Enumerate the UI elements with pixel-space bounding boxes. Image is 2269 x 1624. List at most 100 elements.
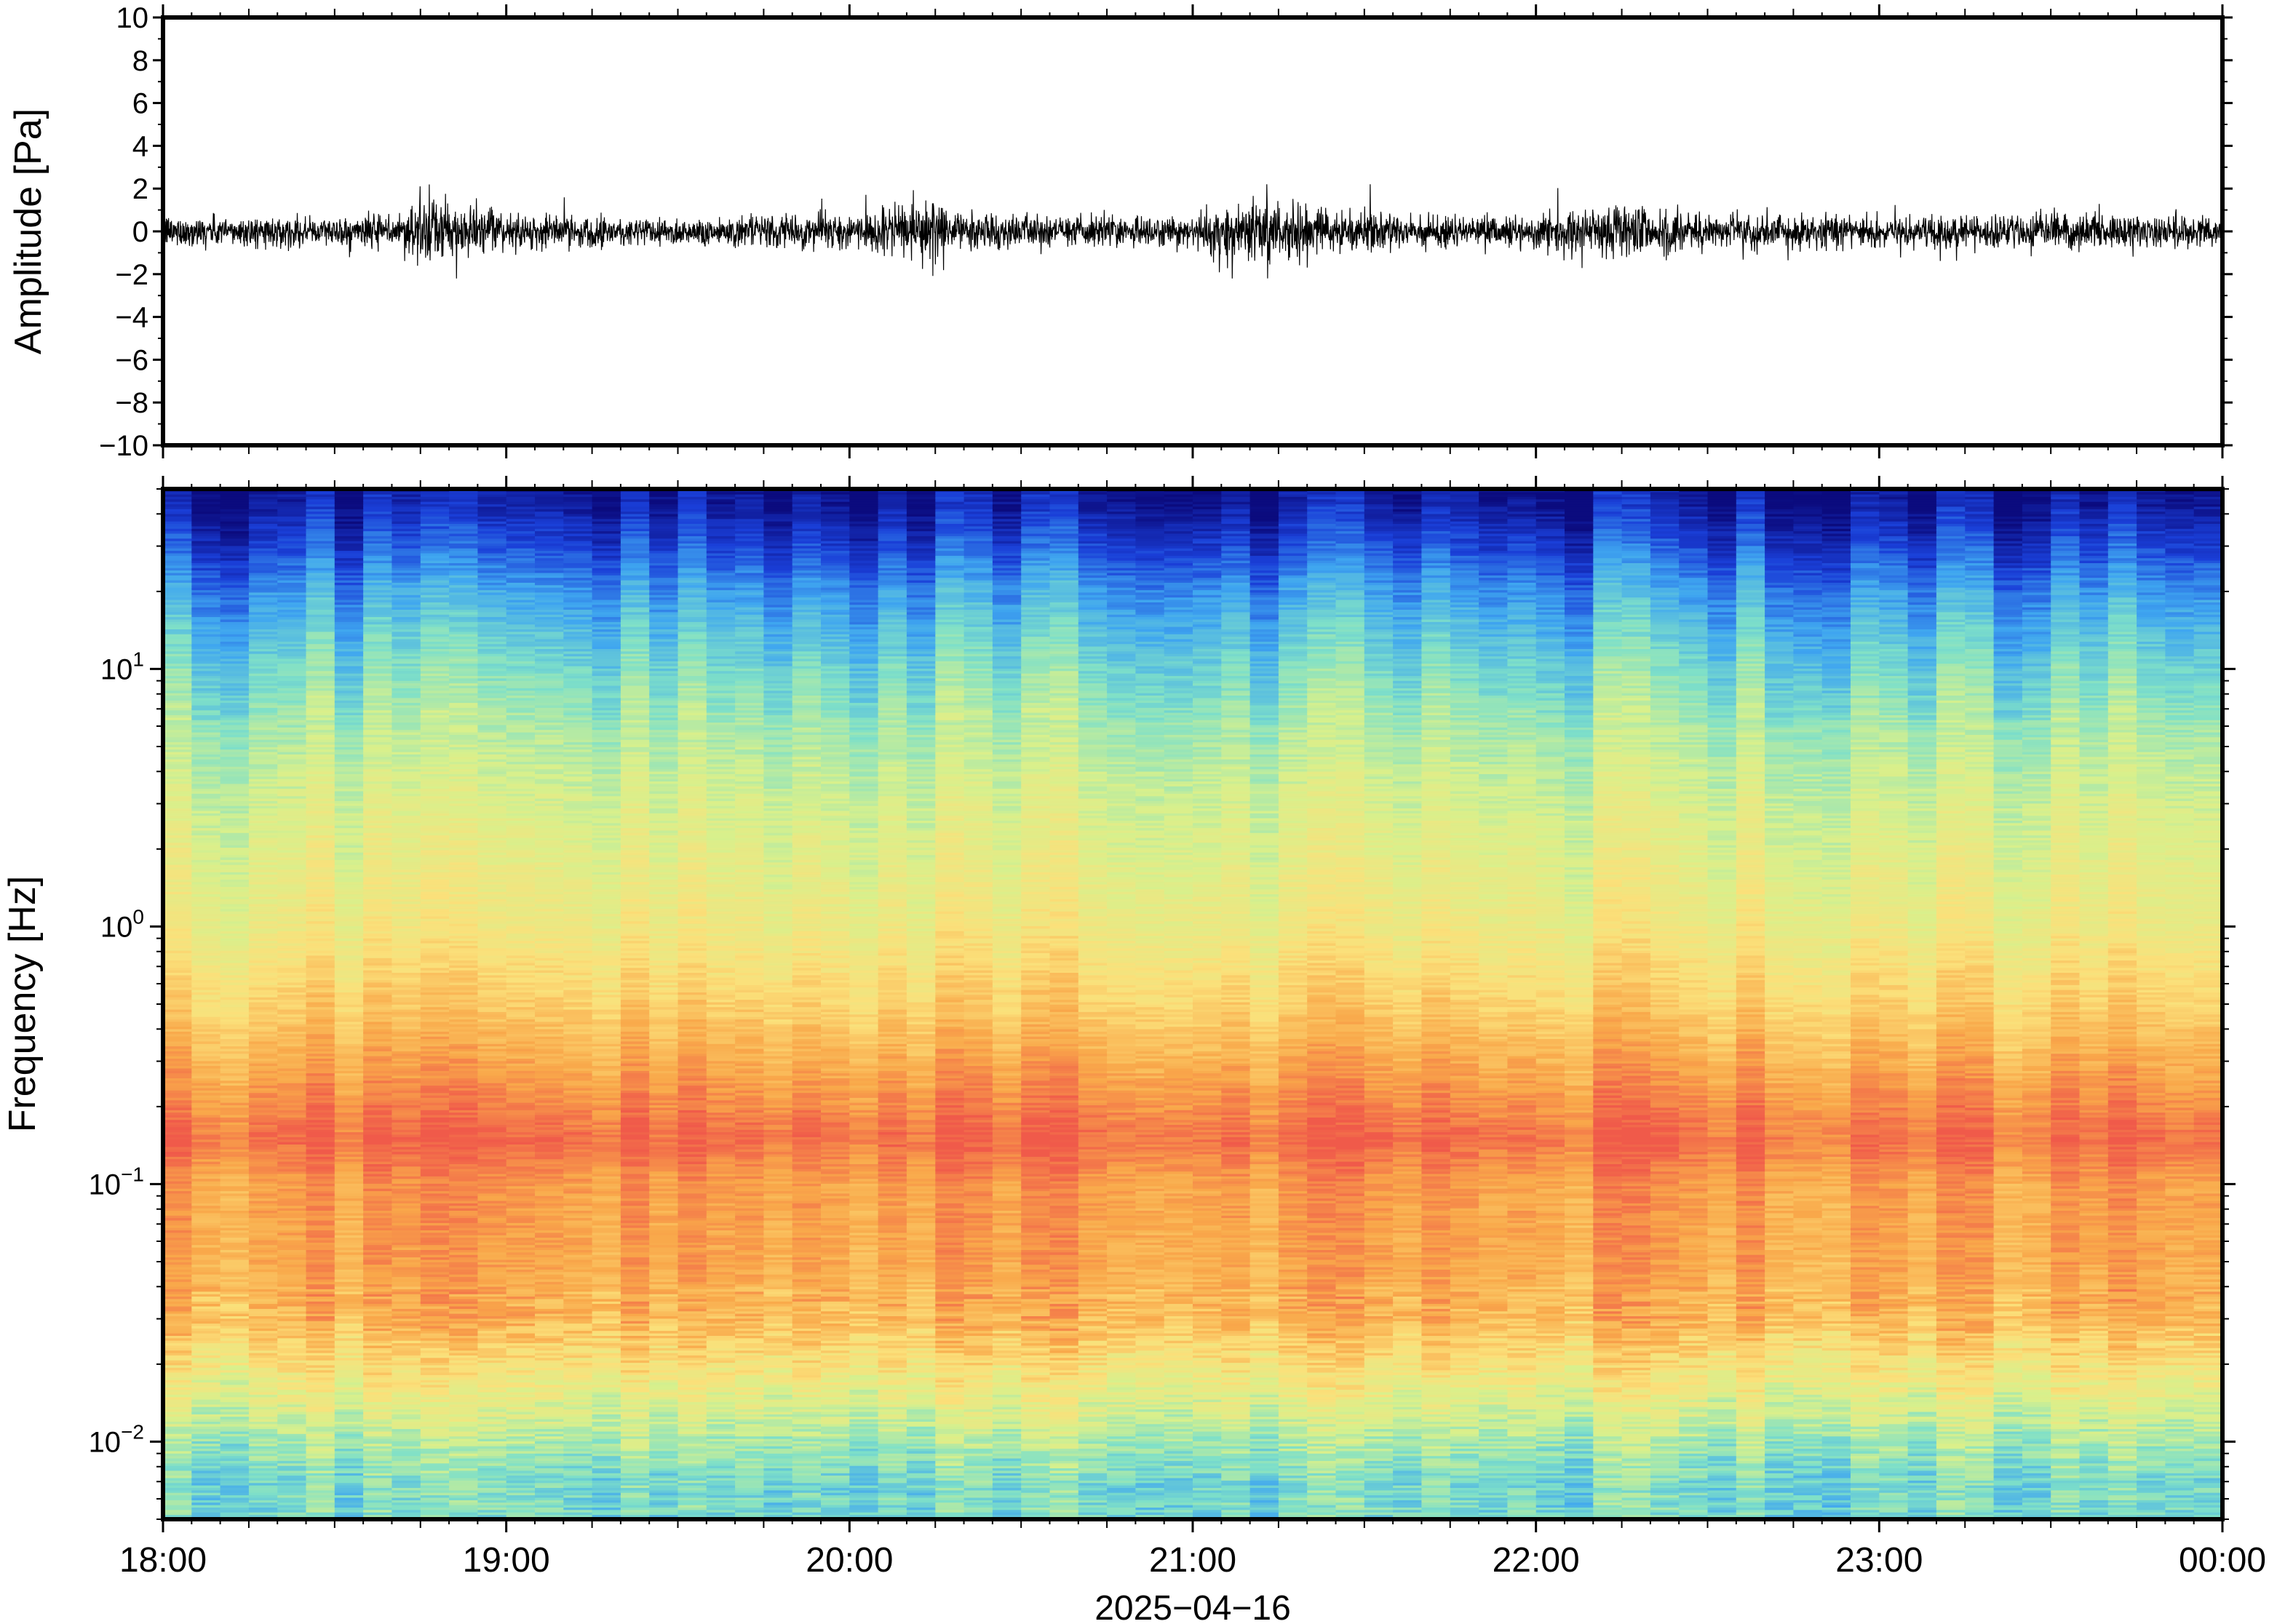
spectrogram-cell: [1907, 1416, 1937, 1420]
spectrogram-cell: [1765, 1507, 1795, 1510]
spectrogram-cell: [1993, 1438, 2023, 1441]
spectrogram-cell: [706, 1465, 736, 1468]
spectrogram-cell: [191, 1489, 221, 1493]
spectrogram-cell: [906, 1462, 936, 1466]
spectrogram-cell: [2137, 1460, 2166, 1464]
spectrogram-cell: [1765, 1480, 1795, 1484]
spectrogram-cell: [220, 1489, 250, 1493]
spectrogram-cell: [792, 1436, 822, 1439]
spectrogram-cell: [363, 1411, 393, 1414]
spectrogram-cell: [1565, 1436, 1594, 1439]
spectrogram-cell: [2193, 1487, 2222, 1491]
spectrogram-cell: [1621, 1511, 1651, 1516]
spectrogram-cell: [1907, 1475, 1937, 1478]
spectrogram-cell: [1993, 1433, 2023, 1437]
spectrogram-cell: [1707, 1421, 1737, 1425]
spectrogram-cell: [1936, 1418, 1966, 1422]
spectrogram-cell: [878, 1455, 907, 1459]
spectrogram-cell: [1851, 1445, 1880, 1449]
spectrogram-cell: [821, 1453, 851, 1457]
spectrogram-cell: [963, 1428, 993, 1432]
spectrogram-cell: [2137, 1507, 2166, 1510]
spectrogram-cell: [363, 1470, 393, 1473]
spectrogram-cell: [849, 1450, 879, 1454]
spectrogram-cell: [1707, 1414, 1737, 1417]
spectrogram-cell: [649, 1468, 679, 1471]
spectrogram-cell: [1307, 1450, 1337, 1454]
spectrogram-cell: [334, 1409, 364, 1412]
spectrogram-cell: [277, 1484, 307, 1488]
spectrogram-cell: [1164, 1477, 1193, 1481]
spectrogram-cell: [392, 1414, 421, 1417]
spectrogram-cell: [248, 1468, 278, 1471]
spectrogram-cell: [1307, 1511, 1337, 1516]
spectrogram-cell: [1107, 1445, 1137, 1449]
spectrogram-cell: [1993, 1497, 2023, 1500]
spectrogram-cell: [1907, 1428, 1937, 1432]
spectrogram-cell: [1679, 1418, 1709, 1422]
spectrogram-cell: [1707, 1482, 1737, 1486]
spectrogram-cell: [1650, 1477, 1680, 1481]
spectrogram-cell: [306, 1416, 335, 1420]
spectrogram-cell: [1993, 1418, 2023, 1422]
spectrogram-cell: [1450, 1425, 1479, 1430]
spectrogram-cell: [277, 1441, 307, 1444]
spectrogram-cell: [1393, 1450, 1423, 1454]
spectrogram-cell: [1307, 1492, 1337, 1496]
spectrogram-cell: [1164, 1482, 1193, 1486]
spectrogram-cell: [963, 1468, 993, 1471]
spectrogram-cell: [2165, 1450, 2195, 1454]
spectrogram-cell: [677, 1433, 707, 1437]
spectrogram-cell: [792, 1418, 822, 1422]
spectrogram-cell: [849, 1509, 879, 1513]
spectrogram-cell: [2165, 1492, 2195, 1496]
spectrogram-cell: [1278, 1425, 1308, 1430]
spectrogram-cell: [620, 1484, 650, 1488]
spectrogram-cell: [821, 1511, 851, 1516]
spectrogram-cell: [1907, 1480, 1937, 1484]
spectrogram-cell: [1078, 1500, 1108, 1503]
spectrogram-cell: [2051, 1445, 2081, 1449]
spectrogram-cell: [563, 1502, 593, 1505]
spectrogram-cell: [706, 1445, 736, 1449]
spectrogram-cell: [1278, 1453, 1308, 1457]
spectrogram-cell: [1335, 1507, 1365, 1510]
spectrogram-cell: [2165, 1487, 2195, 1491]
spectrogram-cell: [992, 1480, 1022, 1484]
spectrogram-cell: [592, 1477, 621, 1481]
spectrogram-cell: [1793, 1441, 1823, 1444]
spectrogram-cell: [449, 1414, 479, 1417]
spectrogram-cell: [792, 1465, 822, 1468]
spectrogram-cell: [1936, 1480, 1966, 1484]
spectrogram-cell: [392, 1438, 421, 1441]
spectrogram-cell: [992, 1450, 1022, 1454]
amplitude-y-tick-label: 0: [132, 216, 148, 248]
spectrogram-cell: [2079, 1482, 2109, 1486]
spectrogram-cell: [1821, 1465, 1851, 1468]
spectrogram-cell: [1021, 1462, 1051, 1466]
spectrogram-cell: [1535, 1477, 1565, 1481]
spectrogram-cell: [2193, 1509, 2222, 1513]
spectrogram-cell: [363, 1457, 393, 1461]
spectrogram-cell: [277, 1470, 307, 1473]
spectrogram-cell: [992, 1514, 1022, 1518]
spectrogram-cell: [735, 1438, 765, 1441]
spectrogram-cell: [1965, 1418, 1995, 1422]
spectrogram-cell: [1765, 1511, 1795, 1516]
amplitude-y-tick-label: 10: [116, 2, 149, 34]
spectrogram-cell: [906, 1477, 936, 1481]
spectrogram-cell: [706, 1441, 736, 1444]
spectrogram-cell: [1936, 1457, 1966, 1461]
spectrogram-cell: [1421, 1497, 1451, 1500]
spectrogram-cell: [1107, 1500, 1137, 1503]
spectrogram-cell: [220, 1416, 250, 1420]
spectrogram-cell: [1507, 1448, 1537, 1452]
spectrogram-cell: [1221, 1438, 1251, 1441]
spectrogram-cell: [1249, 1455, 1279, 1459]
spectrogram-cell: [1479, 1514, 1509, 1518]
spectrogram-cell: [1736, 1430, 1765, 1434]
spectrogram-cell: [277, 1450, 307, 1454]
spectrogram-cell: [191, 1492, 221, 1496]
spectrogram-cell: [1193, 1418, 1223, 1422]
spectrogram-cell: [1851, 1507, 1880, 1510]
